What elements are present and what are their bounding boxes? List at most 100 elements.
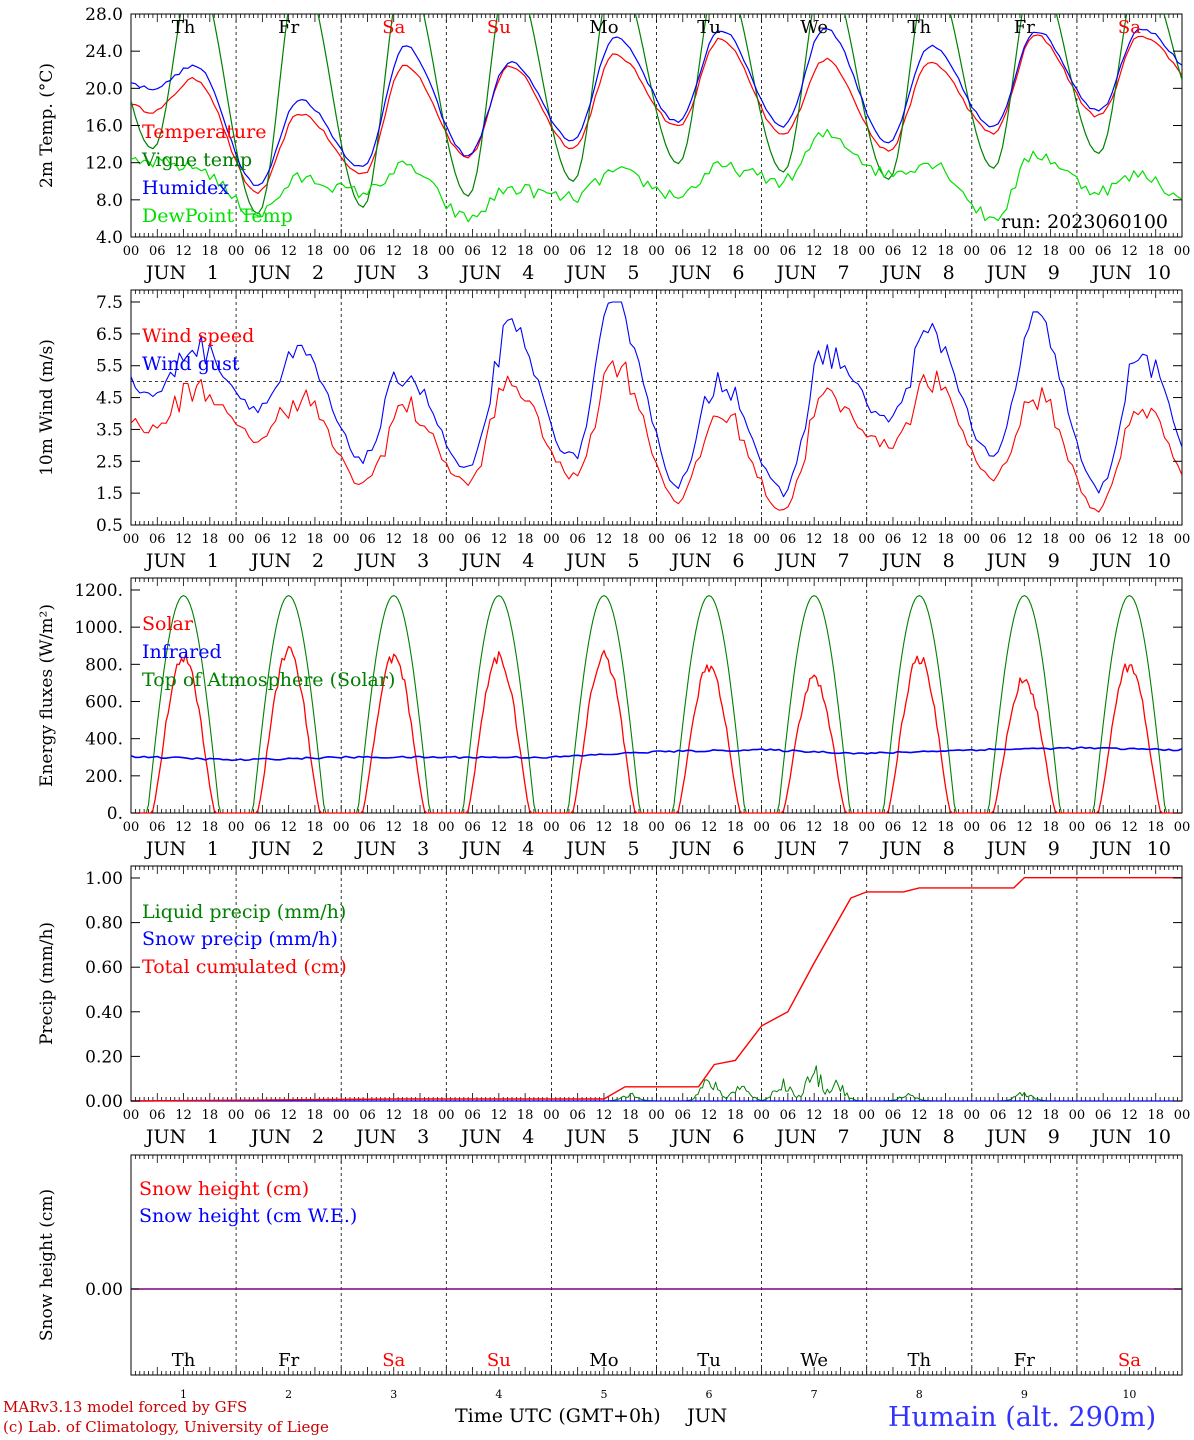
day-number-label: 9 [1021,1388,1028,1401]
day-name-label: Th [907,1350,931,1371]
month-label: JUN [459,262,501,284]
month-label: JUN [459,550,501,572]
day-name-label: Su [487,1350,511,1371]
hour-tick-label: 06 [990,532,1007,547]
series-group [131,14,1182,223]
day-number-label: 3 [417,838,429,860]
day-number-label: 2 [312,262,324,284]
day-number-label: 6 [732,1126,744,1148]
hour-tick-label: 06 [1095,1108,1112,1123]
hour-tick-label: 12 [1121,820,1138,835]
day-number-label: 2 [285,1388,292,1401]
y-axis-label: Energy fluxes (W/m²) [37,604,57,787]
legend-temperature: Temperature [142,121,266,143]
day-name-label: Sa [1118,17,1141,38]
day-number-label: 6 [706,1388,713,1401]
hour-tick-label: 12 [385,1108,402,1123]
hour-tick-label: 00 [1069,1108,1086,1123]
y-tick-label: 1200. [74,581,123,601]
hour-tick-label: 18 [307,244,324,259]
y-tick-label: 0.80 [85,914,123,934]
month-label: JUN [985,1126,1027,1148]
day-number-label: 3 [417,550,429,572]
hour-tick-label: 00 [1174,820,1191,835]
hour-tick-label: 00 [753,532,770,547]
y-tick-label: 200. [85,767,123,787]
day-number-label: 2 [312,550,324,572]
day-name-label: Th [907,17,931,38]
day-name-label: Tu [697,1350,721,1371]
month-label: JUN [249,262,291,284]
hour-tick-label: 18 [202,1108,219,1123]
hour-tick-label: 12 [175,532,192,547]
legend-snow-height-cm: Snow height (cm) [139,1178,309,1200]
hour-tick-label: 00 [228,820,245,835]
hour-tick-label: 12 [1016,244,1033,259]
month-label: JUN [564,1126,606,1148]
day-name-label: We [800,1350,828,1371]
day-name-label: Su [487,17,511,38]
hour-tick-label: 00 [543,244,560,259]
day-name-label: Sa [1118,1350,1141,1371]
hour-tick-label: 12 [491,244,508,259]
month-label: JUN [985,262,1027,284]
hour-tick-label: 00 [543,532,560,547]
hour-tick-label: 12 [596,1108,613,1123]
hour-tick-label: 12 [701,244,718,259]
y-tick-label: 0. [107,804,123,824]
hour-tick-label: 18 [202,532,219,547]
series-solar [131,645,1182,814]
month-label: JUN [144,550,186,572]
hour-tick-label: 00 [1174,244,1191,259]
hour-tick-label: 00 [123,244,140,259]
y-tick-label: 400. [85,730,123,750]
legend-solar: Solar [142,613,194,635]
legend-wind-speed: Wind speed [142,325,254,347]
day-number-label: 4 [522,1126,534,1148]
hour-tick-label: 06 [464,532,481,547]
day-number-label: 10 [1147,262,1171,284]
hour-tick-label: 00 [1069,244,1086,259]
day-number-label: 9 [1048,550,1060,572]
day-number-label: 10 [1147,1126,1171,1148]
y-tick-label: 1.5 [96,484,123,504]
day-number-label: 3 [417,262,429,284]
legend-total-cumulated-cm: Total cumulated (cm) [142,956,347,978]
hour-tick-label: 06 [885,820,902,835]
legend-snow-height-cm-w-e: Snow height (cm W.E.) [139,1205,357,1227]
series-group [130,595,1183,814]
month-label: JUN [249,1126,291,1148]
hour-tick-label: 12 [596,244,613,259]
hour-tick-label: 12 [491,820,508,835]
month-label: JUN [564,262,606,284]
hour-tick-label: 18 [937,820,954,835]
month-label: JUN [144,838,186,860]
day-number-label: 5 [627,1126,639,1148]
hour-tick-label: 06 [780,1108,797,1123]
legend-liquid-precip-mm-h: Liquid precip (mm/h) [142,901,346,923]
month-label: JUN [249,550,291,572]
month-label: JUN [880,262,922,284]
hour-tick-label: 00 [333,820,350,835]
series-temperature [131,34,1182,195]
month-label: JUN [1090,262,1132,284]
day-number-label: 5 [600,1388,607,1401]
hour-tick-label: 18 [517,532,534,547]
hour-tick-label: 12 [1121,1108,1138,1123]
day-number-label: 5 [627,262,639,284]
y-tick-label: 4.0 [96,228,123,248]
hour-tick-label: 06 [885,532,902,547]
day-name-label: Sa [382,1350,405,1371]
day-name-label: We [800,17,828,38]
hour-tick-label: 12 [1121,532,1138,547]
y-tick-label: 4.5 [96,389,123,409]
hour-tick-label: 18 [307,820,324,835]
hour-tick-label: 06 [149,1108,166,1123]
hour-tick-label: 18 [1042,820,1059,835]
hour-tick-label: 00 [228,532,245,547]
y-tick-label: 1.00 [85,869,123,889]
hour-tick-label: 12 [701,1108,718,1123]
hour-tick-label: 00 [333,244,350,259]
